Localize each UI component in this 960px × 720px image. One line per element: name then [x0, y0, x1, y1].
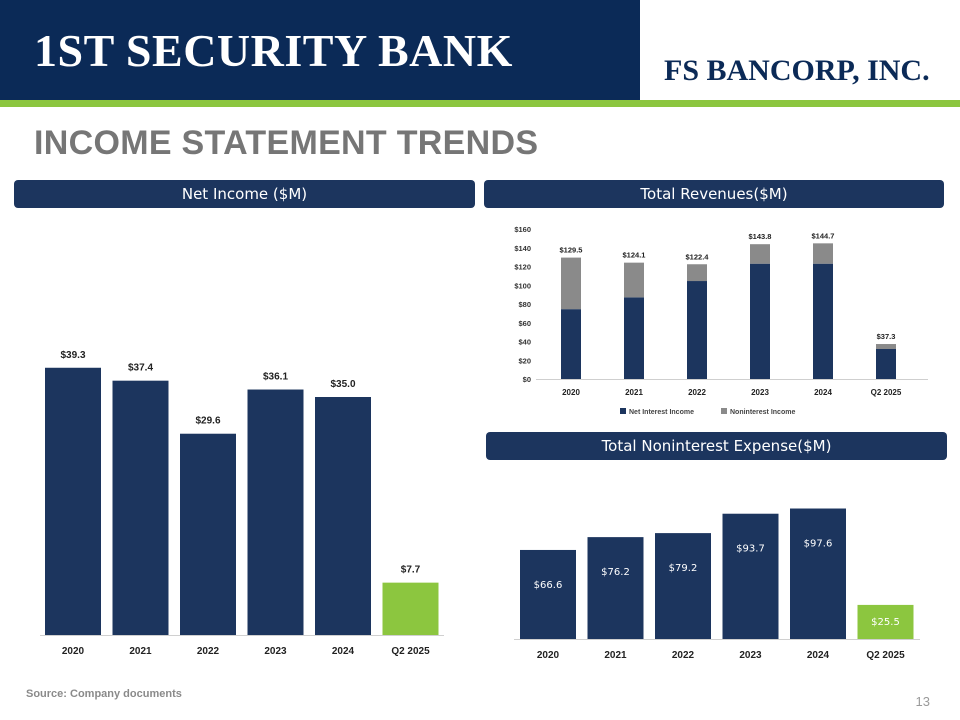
revenues-bar-net-interest-income-2022	[687, 281, 707, 379]
revenues-bar-noninterest-income-q2-2025	[876, 344, 896, 349]
revenues-total-label: $129.5	[560, 246, 583, 255]
noninterest-expense-header: Total Noninterest Expense($M)	[486, 432, 947, 460]
expense-category-label: 2024	[807, 650, 830, 661]
revenues-total-label: $143.8	[749, 232, 772, 241]
net-income-bar-q2-2025	[382, 582, 439, 635]
header-band	[0, 0, 640, 100]
revenues-legend-label-noninterest-income: Noninterest Income	[730, 409, 795, 416]
revenues-bar-net-interest-income-2021	[624, 297, 644, 379]
revenues-total-label: $144.7	[812, 231, 835, 240]
net-income-value-label: $35.0	[330, 379, 355, 390]
revenues-category-label: 2021	[625, 388, 643, 397]
net-income-value-label: $39.3	[60, 350, 85, 361]
expense-bar-2023	[722, 513, 779, 639]
revenues-y-tick-label: $80	[518, 300, 531, 309]
page-title: INCOME STATEMENT TRENDS	[34, 124, 539, 162]
net-income-category-label: Q2 2025	[391, 646, 430, 657]
source-note: Source: Company documents	[26, 688, 182, 700]
revenues-category-label: 2022	[688, 388, 706, 397]
expense-bar-q2-2025	[857, 604, 914, 639]
revenues-bar-noninterest-income-2020	[561, 257, 581, 310]
expense-bar-2022	[655, 533, 711, 639]
revenues-bar-net-interest-income-2020	[561, 309, 581, 379]
revenues-y-tick-label: $40	[518, 338, 531, 347]
revenues-bar-noninterest-income-2024	[813, 243, 833, 264]
expense-bar-2020	[520, 549, 576, 639]
revenues-y-tick-label: $140	[514, 244, 531, 253]
revenues-bar-net-interest-income-2023	[750, 263, 770, 379]
corp-logo: FS BANCORP, INC.	[664, 54, 930, 87]
expense-value-label: $97.6	[804, 539, 833, 550]
revenues-bar-noninterest-income-2023	[750, 244, 770, 264]
header-divider	[0, 100, 960, 107]
expense-value-label: $79.2	[669, 563, 698, 574]
revenues-bar-net-interest-income-2024	[813, 263, 833, 379]
net-income-category-label: 2024	[332, 646, 355, 657]
expense-value-label: $93.7	[736, 544, 765, 555]
revenues-y-tick-label: $100	[514, 281, 531, 290]
expense-category-label: 2020	[537, 650, 560, 661]
revenues-bar-net-interest-income-q2-2025	[876, 349, 896, 379]
revenues-category-label: Q2 2025	[871, 388, 902, 397]
revenues-legend-swatch-net-interest-income	[620, 408, 626, 414]
revenues-total-label: $122.4	[686, 252, 710, 261]
net-income-category-label: 2020	[62, 646, 85, 657]
total-revenues-header: Total Revenues($M)	[484, 180, 944, 208]
page-number: 13	[915, 694, 930, 709]
net-income-category-label: 2022	[197, 646, 220, 657]
expense-bar-2021	[587, 537, 644, 639]
revenues-category-label: 2020	[562, 388, 580, 397]
expense-category-label: Q2 2025	[866, 650, 905, 661]
revenues-legend-label-net-interest-income: Net Interest Income	[629, 409, 694, 416]
net-income-value-label: $7.7	[401, 565, 421, 576]
net-income-category-label: 2023	[264, 646, 287, 657]
bank-logo: 1ST SECURITY BANK	[34, 25, 513, 76]
revenues-y-tick-label: $120	[514, 263, 531, 272]
net-income-header: Net Income ($M)	[14, 180, 475, 208]
net-income-bar-2022	[180, 433, 236, 635]
revenues-category-label: 2023	[751, 388, 769, 397]
net-income-bar-2020	[45, 367, 101, 635]
expense-category-label: 2021	[604, 650, 627, 661]
expense-value-label: $76.2	[601, 567, 630, 578]
net-income-bar-2023	[247, 389, 304, 635]
net-income-value-label: $29.6	[195, 416, 220, 427]
revenues-y-tick-label: $20	[518, 356, 531, 365]
expense-value-label: $25.5	[871, 617, 900, 628]
revenues-y-tick-label: $160	[514, 225, 531, 234]
net-income-category-label: 2021	[129, 646, 152, 657]
revenues-y-tick-label: $60	[518, 319, 531, 328]
net-income-bar-2021	[112, 380, 169, 635]
revenues-total-label: $124.1	[623, 251, 646, 260]
revenues-bar-noninterest-income-2022	[687, 264, 707, 282]
expense-value-label: $66.6	[534, 580, 563, 591]
net-income-value-label: $36.1	[263, 372, 288, 383]
revenues-y-tick-label: $0	[523, 375, 531, 384]
net-income-bar-2024	[315, 397, 371, 635]
revenues-category-label: 2024	[814, 388, 832, 397]
revenues-legend-swatch-noninterest-income	[721, 408, 727, 414]
revenues-total-label: $37.3	[877, 332, 896, 341]
header-logo-area	[640, 0, 960, 100]
expense-category-label: 2022	[672, 650, 695, 661]
net-income-value-label: $37.4	[128, 363, 153, 374]
expense-category-label: 2023	[739, 650, 762, 661]
revenues-bar-noninterest-income-2021	[624, 262, 644, 298]
expense-bar-2024	[790, 508, 846, 639]
